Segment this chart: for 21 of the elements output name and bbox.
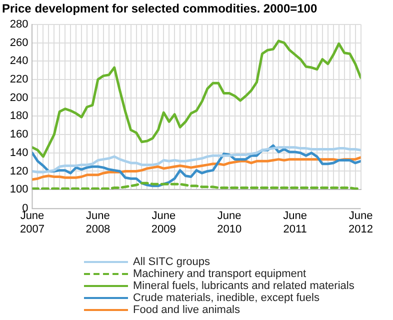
legend-label: Crude materials, inedible, except fuels: [133, 292, 320, 304]
y-tick-label: 180: [10, 110, 28, 122]
legend-label: Machinery and transport equipment: [133, 268, 306, 280]
chart-title: Price development for selected commodities. 2000=100: [2, 2, 318, 16]
x-tick-label: June 2011: [283, 210, 307, 236]
y-tick-label: 120: [10, 165, 28, 178]
x-tick-label: June 2009: [151, 210, 176, 236]
y-tick-label: 240: [10, 55, 28, 68]
y-tick-label: 100: [10, 184, 28, 196]
y-tick-label: 260: [10, 36, 28, 49]
legend-label: Mineral fuels, lubricants and related materials: [133, 280, 354, 292]
y-tick-label: 220: [10, 74, 28, 86]
x-tick-label: June 2012: [348, 210, 374, 236]
legend-label: Food and live animals: [133, 304, 240, 316]
y-tick-label: 280: [10, 18, 28, 30]
x-tick-label: June 2008: [86, 210, 110, 236]
legend-label: All SITC groups: [133, 256, 210, 268]
y-tick-label: 160: [10, 128, 28, 141]
y-tick-label: 140: [10, 146, 28, 159]
x-tick-label: June 2010: [217, 210, 242, 236]
y-tick-label: 200: [10, 92, 28, 104]
